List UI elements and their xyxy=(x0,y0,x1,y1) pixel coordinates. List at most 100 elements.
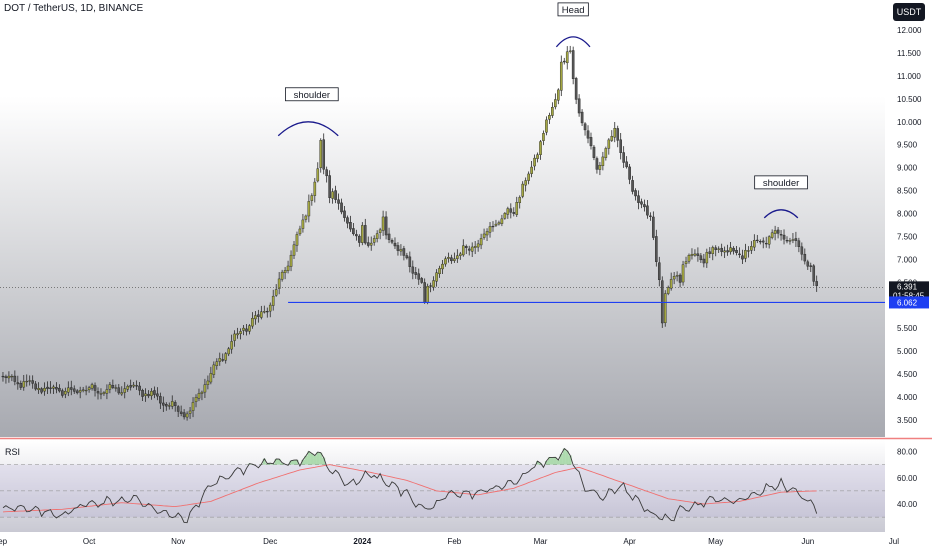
candle-bear xyxy=(266,311,268,312)
candle-bull xyxy=(376,234,378,239)
candle-bear xyxy=(394,243,396,246)
candle-bear xyxy=(61,391,63,396)
time-tick-label: Oct xyxy=(83,537,96,546)
candle-bear xyxy=(810,266,812,267)
candle-bear xyxy=(55,387,57,389)
candle-bear xyxy=(130,385,132,387)
candle-bear xyxy=(620,140,622,153)
candle-bull xyxy=(489,227,491,233)
candle-bear xyxy=(596,158,598,169)
candle-bear xyxy=(391,240,393,242)
candle-bear xyxy=(385,217,387,235)
candle-bull xyxy=(216,362,218,366)
candle-bear xyxy=(727,251,729,253)
candle-bear xyxy=(813,266,815,282)
time-tick-label: Nov xyxy=(171,537,185,546)
rsi-overbought-fill xyxy=(557,460,560,465)
candle-bull xyxy=(254,316,256,319)
candle-bear xyxy=(349,222,351,229)
candle-bear xyxy=(58,388,60,391)
time-tick-label: Mar xyxy=(534,537,548,546)
candle-bear xyxy=(412,267,414,273)
price-tick-label: 9.000 xyxy=(897,164,918,173)
candle-bear xyxy=(587,131,589,138)
candle-bear xyxy=(804,254,806,261)
candle-bull xyxy=(332,192,334,199)
candle-bear xyxy=(153,390,155,394)
candle-bull xyxy=(554,100,556,107)
candle-bull xyxy=(82,390,84,391)
candle-bull xyxy=(519,197,521,202)
time-tick-label: 2024 xyxy=(353,537,371,546)
candle-bull xyxy=(542,133,544,140)
candle-bear xyxy=(421,278,423,282)
candle-bear xyxy=(162,403,164,405)
candle-bull xyxy=(611,136,613,140)
candle-bull xyxy=(614,128,616,137)
candle-bull xyxy=(373,238,375,242)
price-tick-label: 10.500 xyxy=(897,95,922,104)
candle-bull xyxy=(605,148,607,157)
candle-bull xyxy=(432,281,434,288)
candle-bear xyxy=(97,391,99,393)
candle-bull xyxy=(453,259,455,261)
candle-bear xyxy=(14,376,16,381)
candle-bear xyxy=(628,167,630,180)
candle-bear xyxy=(409,257,411,267)
candle-bull xyxy=(305,216,307,219)
candle-bull xyxy=(85,390,87,391)
candle-bull xyxy=(133,385,135,386)
candle-bull xyxy=(750,246,752,250)
candle-bull xyxy=(753,240,755,247)
candle-bear xyxy=(136,385,138,386)
candle-bear xyxy=(257,315,259,317)
candle-bear xyxy=(658,263,660,280)
candle-bull xyxy=(685,262,687,264)
candle-bull xyxy=(712,247,714,253)
candle-bull xyxy=(109,385,111,390)
candle-bull xyxy=(236,334,238,335)
candle-bear xyxy=(358,236,360,242)
candle-bull xyxy=(771,233,773,238)
price-tick-label: 10.000 xyxy=(897,118,922,127)
candle-bear xyxy=(738,254,740,255)
candle-bear xyxy=(367,243,369,246)
candle-bull xyxy=(198,393,200,398)
candle-bull xyxy=(459,254,461,256)
candle-bull xyxy=(320,140,322,167)
candle-bull xyxy=(100,393,102,394)
candle-bull xyxy=(504,213,506,218)
candle-bull xyxy=(67,388,69,392)
candle-bull xyxy=(560,62,562,90)
candle-bull xyxy=(361,225,363,242)
candle-bear xyxy=(510,209,512,213)
candle-bear xyxy=(631,180,633,191)
price-tick-label: 8.000 xyxy=(897,210,918,219)
time-tick-label: Feb xyxy=(447,537,461,546)
candle-bull xyxy=(272,296,274,305)
price-tick-label: 7.500 xyxy=(897,232,918,241)
price-tick-label: 5.500 xyxy=(897,324,918,333)
rsi-overbought-fill xyxy=(313,456,316,465)
candle-bull xyxy=(52,387,54,388)
candle-bull xyxy=(127,386,129,389)
candle-bear xyxy=(112,385,114,387)
candle-bull xyxy=(88,388,90,390)
candle-bull xyxy=(536,155,538,159)
candle-bull xyxy=(602,157,604,166)
candle-bear xyxy=(46,387,48,389)
candle-bull xyxy=(462,246,464,255)
candle-bear xyxy=(637,196,639,203)
price-tick-label: 11.500 xyxy=(897,49,921,58)
candle-bear xyxy=(780,234,782,235)
candle-bull xyxy=(124,389,126,393)
candle-bear xyxy=(73,389,75,392)
candle-bear xyxy=(424,283,426,303)
currency-button[interactable]: USDT xyxy=(893,3,925,21)
candle-bear xyxy=(762,241,764,242)
time-tick-label: Jul xyxy=(889,537,899,546)
candle-bull xyxy=(477,244,479,247)
candle-bear xyxy=(222,359,224,360)
